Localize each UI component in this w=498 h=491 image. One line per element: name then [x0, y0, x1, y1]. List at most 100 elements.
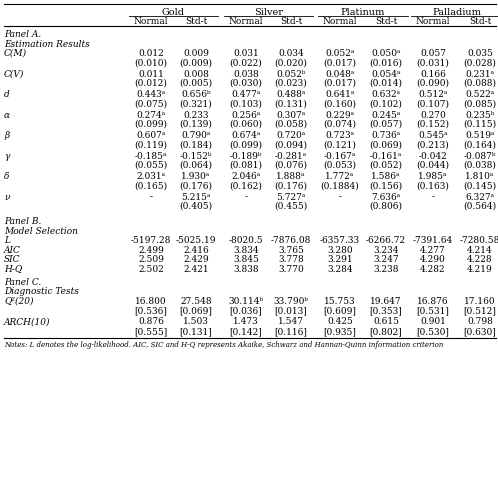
Text: 0.035: 0.035 — [467, 49, 493, 58]
Text: (0.085): (0.085) — [464, 100, 497, 109]
Text: 4.282: 4.282 — [420, 265, 446, 273]
Text: 0.052ᵃ: 0.052ᵃ — [325, 49, 355, 58]
Text: 2.416: 2.416 — [183, 246, 209, 254]
Text: [0.630]: [0.630] — [464, 327, 497, 336]
Text: -7391.64: -7391.64 — [413, 236, 453, 245]
Text: Panel A.: Panel A. — [4, 30, 41, 39]
Text: (0.152): (0.152) — [416, 120, 450, 129]
Text: (0.028): (0.028) — [464, 58, 497, 67]
Text: (0.163): (0.163) — [416, 182, 449, 191]
Text: 3.280: 3.280 — [327, 246, 353, 254]
Text: (0.131): (0.131) — [274, 100, 307, 109]
Text: (0.020): (0.020) — [274, 58, 307, 67]
Text: 0.736ᵃ: 0.736ᵃ — [372, 131, 400, 140]
Text: 0.656ᵇ: 0.656ᵇ — [181, 90, 211, 99]
Text: 16.876: 16.876 — [417, 297, 449, 306]
Text: 0.477ᵃ: 0.477ᵃ — [231, 90, 260, 99]
Text: 0.057: 0.057 — [420, 49, 446, 58]
Text: (0.014): (0.014) — [370, 79, 402, 88]
Text: 2.499: 2.499 — [138, 246, 164, 254]
Text: 5.215ᵃ: 5.215ᵃ — [181, 192, 211, 201]
Text: (0.064): (0.064) — [179, 161, 213, 170]
Text: β: β — [4, 131, 9, 140]
Text: (0.044): (0.044) — [416, 161, 450, 170]
Text: (0.099): (0.099) — [230, 140, 262, 149]
Text: 0.723ᵃ: 0.723ᵃ — [325, 131, 355, 140]
Text: 5.727ᵃ: 5.727ᵃ — [276, 192, 306, 201]
Text: 0.166: 0.166 — [420, 70, 446, 79]
Text: -0.189ᵇ: -0.189ᵇ — [230, 152, 262, 161]
Text: (0.005): (0.005) — [179, 79, 213, 88]
Text: (0.031): (0.031) — [416, 58, 449, 67]
Text: [0.013]: [0.013] — [274, 306, 307, 316]
Text: 0.052ᵇ: 0.052ᵇ — [276, 70, 306, 79]
Text: 3.284: 3.284 — [327, 265, 353, 273]
Text: 0.012: 0.012 — [138, 49, 164, 58]
Text: (0.023): (0.023) — [274, 79, 307, 88]
Text: C(M): C(M) — [4, 49, 27, 58]
Text: (0.176): (0.176) — [274, 182, 307, 191]
Text: Std-t: Std-t — [469, 17, 491, 26]
Text: Normal: Normal — [134, 17, 168, 26]
Text: [0.036]: [0.036] — [230, 306, 262, 316]
Text: 0.048ᵃ: 0.048ᵃ — [325, 70, 355, 79]
Text: (0.321): (0.321) — [180, 100, 212, 109]
Text: (0.074): (0.074) — [324, 120, 357, 129]
Text: Normal: Normal — [229, 17, 263, 26]
Text: (0.058): (0.058) — [274, 120, 308, 129]
Text: 0.245ᵃ: 0.245ᵃ — [372, 110, 401, 119]
Text: 6.327ᵃ: 6.327ᵃ — [466, 192, 495, 201]
Text: 1.503: 1.503 — [183, 318, 209, 327]
Text: 2.421: 2.421 — [183, 265, 209, 273]
Text: 0.011: 0.011 — [138, 70, 164, 79]
Text: (0.455): (0.455) — [274, 202, 308, 211]
Text: -: - — [431, 192, 434, 201]
Text: (0.017): (0.017) — [324, 79, 357, 88]
Text: 0.054ᵃ: 0.054ᵃ — [371, 70, 401, 79]
Text: 33.790ᵇ: 33.790ᵇ — [273, 297, 308, 306]
Text: (0.055): (0.055) — [134, 161, 168, 170]
Text: (0.099): (0.099) — [134, 120, 167, 129]
Text: 4.214: 4.214 — [467, 246, 493, 254]
Text: -7280.58: -7280.58 — [460, 236, 498, 245]
Text: 0.008: 0.008 — [183, 70, 209, 79]
Text: 1.772ᵃ: 1.772ᵃ — [325, 172, 355, 181]
Text: 0.425: 0.425 — [327, 318, 353, 327]
Text: (0.162): (0.162) — [230, 182, 262, 191]
Text: -0.042: -0.042 — [419, 152, 447, 161]
Text: 0.545ᵃ: 0.545ᵃ — [418, 131, 448, 140]
Text: Platinum: Platinum — [341, 8, 385, 17]
Text: (0.081): (0.081) — [230, 161, 262, 170]
Text: [0.609]: [0.609] — [324, 306, 357, 316]
Text: Panel B.: Panel B. — [4, 217, 41, 226]
Text: 4.219: 4.219 — [467, 265, 493, 273]
Text: [0.142]: [0.142] — [230, 327, 262, 336]
Text: 1.930ᵃ: 1.930ᵃ — [181, 172, 211, 181]
Text: 0.720ᵃ: 0.720ᵃ — [276, 131, 306, 140]
Text: δ: δ — [4, 172, 9, 181]
Text: [0.131]: [0.131] — [180, 327, 212, 336]
Text: [0.116]: [0.116] — [274, 327, 307, 336]
Text: 0.641ᵃ: 0.641ᵃ — [325, 90, 355, 99]
Text: (0.057): (0.057) — [370, 120, 402, 129]
Text: 15.753: 15.753 — [324, 297, 356, 306]
Text: Std-t: Std-t — [375, 17, 397, 26]
Text: 2.046ᵃ: 2.046ᵃ — [232, 172, 260, 181]
Text: (0.160): (0.160) — [324, 100, 357, 109]
Text: -0.167ᵃ: -0.167ᵃ — [324, 152, 356, 161]
Text: 2.429: 2.429 — [183, 255, 209, 264]
Text: 0.233: 0.233 — [183, 110, 209, 119]
Text: 2.031ᵃ: 2.031ᵃ — [136, 172, 165, 181]
Text: 19.647: 19.647 — [370, 297, 402, 306]
Text: (0.010): (0.010) — [134, 58, 167, 67]
Text: [0.935]: [0.935] — [324, 327, 357, 336]
Text: [0.512]: [0.512] — [464, 306, 497, 316]
Text: (0.088): (0.088) — [464, 79, 497, 88]
Text: 3.238: 3.238 — [373, 265, 399, 273]
Text: -5025.19: -5025.19 — [176, 236, 216, 245]
Text: 3.765: 3.765 — [278, 246, 304, 254]
Text: -5197.28: -5197.28 — [131, 236, 171, 245]
Text: (0.176): (0.176) — [179, 182, 213, 191]
Text: (0.022): (0.022) — [230, 58, 262, 67]
Text: 1.985ᵃ: 1.985ᵃ — [418, 172, 448, 181]
